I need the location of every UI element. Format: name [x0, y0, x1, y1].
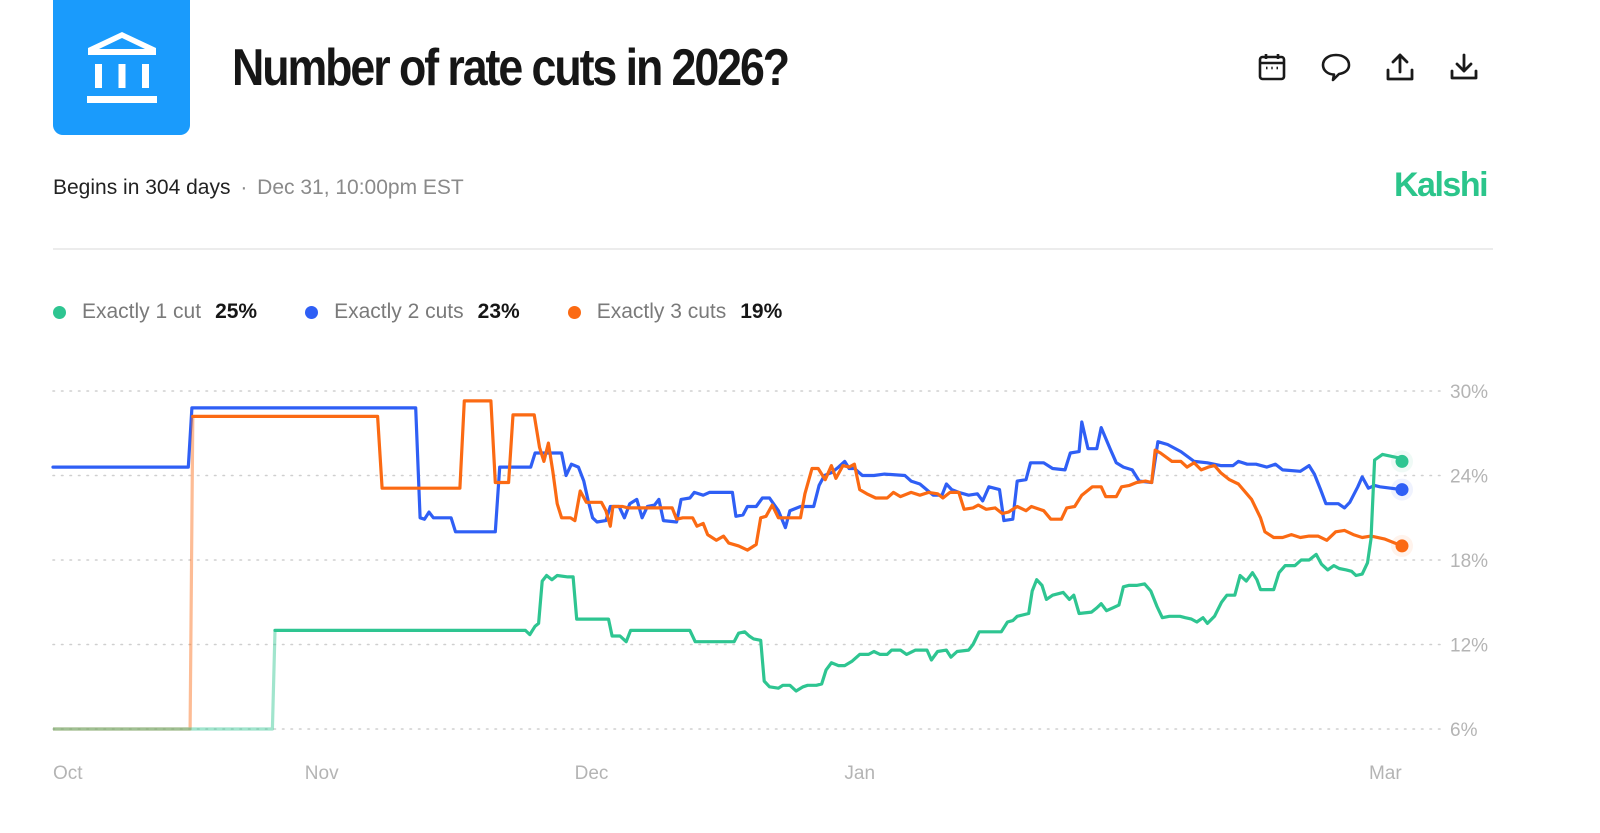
calendar-icon	[1258, 54, 1286, 81]
legend-value: 25%	[215, 300, 258, 323]
legend-value: 23%	[477, 300, 520, 323]
header-actions	[1255, 50, 1481, 84]
legend-dot-icon	[305, 305, 319, 319]
y-tick-label: 24%	[1450, 467, 1488, 488]
market-schedule: Begins in 304 days · Dec 31, 10:00pm EST	[53, 176, 464, 200]
begins-countdown: Begins in 304 days	[53, 176, 231, 199]
series-line-exactly-3-cuts-inactive	[53, 416, 195, 731]
chart-series-endpoints	[1391, 450, 1413, 557]
upload-share-icon	[1386, 53, 1414, 81]
chart-grid	[52, 390, 1441, 730]
start-date: Dec 31, 10:00pm EST	[257, 176, 464, 199]
bank-building-icon	[86, 31, 157, 103]
legend-dot-icon	[567, 305, 581, 319]
series-line-exactly-1-cut-inactive	[53, 630, 277, 731]
chart-legend: Exactly 1 cut 25% Exactly 2 cuts 23% Exa…	[53, 300, 782, 324]
x-tick-label: Nov	[305, 763, 339, 784]
legend-label: Exactly 3 cuts	[596, 300, 727, 323]
legend-item-exactly-3-cuts[interactable]: Exactly 3 cuts 19%	[567, 300, 783, 324]
series-line-exactly-2-cuts	[51, 406, 1404, 534]
y-tick-label: 6%	[1450, 720, 1478, 741]
comment-button[interactable]	[1319, 50, 1353, 84]
page-title: Number of rate cuts in 2026?	[232, 39, 790, 97]
series-endpoint-exactly-2-cuts	[1395, 483, 1409, 497]
chart-series-lines	[51, 399, 1404, 731]
x-axis-labels: Oct Nov Dec Jan Mar	[53, 763, 1402, 784]
y-tick-label: 30%	[1450, 382, 1488, 403]
series-endpoint-exactly-1-cut	[1395, 454, 1409, 468]
legend-label: Exactly 2 cuts	[334, 300, 464, 323]
download-button[interactable]	[1447, 50, 1481, 84]
y-tick-label: 18%	[1450, 551, 1488, 572]
comment-bubble-icon	[1321, 53, 1351, 82]
divider	[53, 248, 1493, 250]
separator-dot: ·	[240, 176, 248, 199]
x-tick-label: Oct	[53, 763, 83, 784]
x-tick-label: Mar	[1369, 763, 1402, 784]
share-button[interactable]	[1383, 50, 1417, 84]
legend-item-exactly-2-cuts[interactable]: Exactly 2 cuts 23%	[305, 300, 520, 324]
legend-label: Exactly 1 cut	[82, 300, 202, 323]
legend-value: 19%	[740, 300, 783, 323]
legend-item-exactly-1-cut[interactable]: Exactly 1 cut 25%	[53, 300, 257, 324]
x-tick-label: Dec	[575, 763, 609, 784]
probability-chart[interactable]: 30% 24% 18% 12% 6% Oct Nov Dec Jan Mar	[0, 360, 1600, 800]
series-line-exactly-3-cuts	[191, 399, 1404, 552]
download-icon	[1450, 53, 1478, 80]
legend-dot-icon	[53, 305, 66, 319]
series-line-exactly-1-cut	[273, 452, 1404, 693]
kalshi-logo[interactable]: Kalshi	[1394, 166, 1489, 204]
y-tick-label: 12%	[1450, 636, 1488, 657]
x-tick-label: Jan	[844, 763, 875, 784]
y-axis-labels: 30% 24% 18% 12% 6%	[1450, 382, 1488, 741]
calendar-button[interactable]	[1255, 50, 1289, 84]
series-endpoint-exactly-3-cuts	[1395, 539, 1409, 553]
market-logo	[53, 0, 190, 135]
